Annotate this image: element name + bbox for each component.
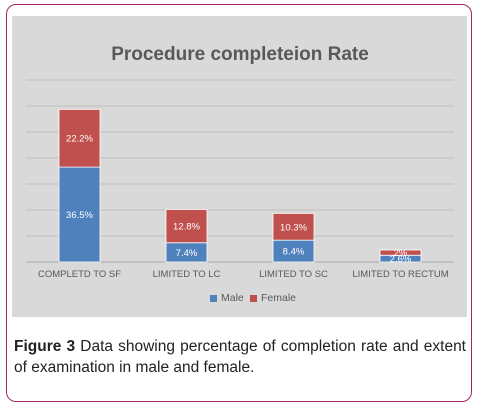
data-label: 36.5% xyxy=(66,210,93,221)
bar-female xyxy=(272,212,315,241)
data-labels: 36.5% 22.2% 7.4% 12.8% 8.4% 10.3% 2.6%2% xyxy=(66,134,412,265)
data-label: 7.4% xyxy=(176,248,198,259)
data-label: 2% xyxy=(394,248,408,259)
caption-label: Figure 3 xyxy=(14,338,76,355)
category-label: LIMITED TO LC xyxy=(153,269,221,280)
bar-female xyxy=(165,209,208,244)
figure-caption: Figure 3 Data showing percentage of comp… xyxy=(14,336,466,378)
category-axis: COMPLETD TO SF LIMITED TO LC LIMITED TO SC… xyxy=(38,269,449,280)
chart-panel: Procedure completeion Rate 36.5% 22.2% 7.4… xyxy=(12,16,467,317)
category-label: COMPLETD TO SF xyxy=(38,269,121,280)
bar-male xyxy=(58,166,101,263)
data-label: 10.3% xyxy=(280,222,307,233)
caption-text: Data showing percentage of completion ra… xyxy=(14,338,466,376)
bars xyxy=(58,108,422,263)
chart-title: Procedure completeion Rate xyxy=(111,44,369,65)
bar-female xyxy=(58,108,101,168)
data-label: 12.8% xyxy=(173,222,200,233)
data-label: 8.4% xyxy=(283,247,305,258)
data-label: 2.6% xyxy=(390,254,412,265)
data-label: 22.2% xyxy=(66,134,93,145)
category-label: LIMITED TO RECTUM xyxy=(352,269,448,280)
bar-female xyxy=(379,249,422,256)
chart: Procedure completeion Rate 36.5% 22.2% 7.4… xyxy=(26,44,454,280)
category-label: LIMITED TO SC xyxy=(259,269,328,280)
